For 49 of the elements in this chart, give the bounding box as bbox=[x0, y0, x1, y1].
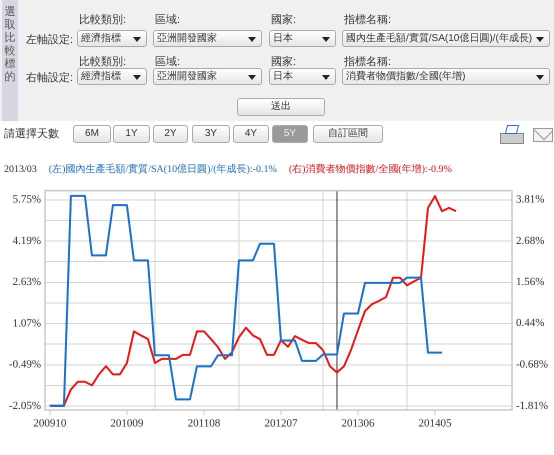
y-tick-label: -0.49% bbox=[8, 358, 41, 371]
text: 請選擇天數 bbox=[4, 127, 59, 141]
x-tick-label: 201207 bbox=[264, 417, 298, 430]
y2-tick-label: -1.81% bbox=[516, 400, 548, 412]
text: 1Y bbox=[113, 125, 150, 143]
y-tick-label: 2.63% bbox=[12, 276, 41, 288]
text: 經濟指標 bbox=[81, 71, 121, 82]
text: 國家: bbox=[271, 12, 296, 27]
text: 比較類別: bbox=[79, 13, 126, 27]
text: 國內生產毛額/實質/SA(10億日圓)/(年成長) bbox=[346, 33, 532, 44]
y2-tick-label: 1.56% bbox=[516, 276, 544, 288]
text: 3Y bbox=[192, 125, 230, 143]
text: 比較類別: bbox=[79, 55, 126, 69]
text: (右)消費者物價指數/全國(年增):-0.9% bbox=[288, 164, 452, 175]
text: 指標名稱: bbox=[344, 55, 392, 69]
text: 日本 bbox=[273, 71, 293, 82]
x-tick-label: 200910 bbox=[33, 417, 67, 430]
text: 亞洲開發國家 bbox=[157, 33, 217, 44]
text: 亞洲開發國家 bbox=[157, 71, 217, 82]
text: 6M bbox=[73, 125, 111, 143]
x-tick-label: 201009 bbox=[110, 417, 144, 430]
text: 國家: bbox=[271, 54, 296, 69]
text: 自訂區間 bbox=[313, 125, 383, 143]
y2-tick-label: 3.81% bbox=[516, 193, 544, 206]
y-tick-label: 4.19% bbox=[12, 234, 41, 247]
y-tick-label: 1.07% bbox=[12, 317, 41, 330]
text: 右軸設定: bbox=[26, 70, 74, 85]
text: 選取比較標的 bbox=[4, 6, 16, 84]
x-tick-label: 201405 bbox=[418, 417, 452, 430]
text: 經濟指標 bbox=[81, 33, 121, 44]
text: 送出 bbox=[237, 98, 325, 116]
y2-tick-label: 2.68% bbox=[516, 234, 544, 247]
text: 2013/03 bbox=[4, 164, 37, 175]
y2-tick-label: 0.44% bbox=[516, 317, 544, 330]
y-tick-label: -2.05% bbox=[8, 400, 41, 412]
text: 區域: bbox=[155, 55, 180, 69]
text: 2Y bbox=[153, 125, 188, 143]
text: 左軸設定: bbox=[26, 32, 74, 47]
text: 區域: bbox=[155, 13, 180, 27]
x-tick-label: 201306 bbox=[341, 417, 375, 430]
text: (左)國內生產毛額/實質/SA(10億日圓)/(年成長):-0.1% bbox=[48, 164, 277, 175]
x-tick-label: 201108 bbox=[188, 417, 221, 430]
text: 4Y bbox=[233, 125, 269, 143]
y-tick-label: 5.75% bbox=[12, 194, 41, 206]
text: 指標名稱: bbox=[344, 13, 392, 27]
text: 5Y bbox=[272, 125, 308, 143]
text: 日本 bbox=[273, 33, 293, 44]
text: 消費者物價指數/全國(年增) bbox=[346, 71, 466, 82]
y2-tick-label: -0.68% bbox=[516, 358, 548, 370]
